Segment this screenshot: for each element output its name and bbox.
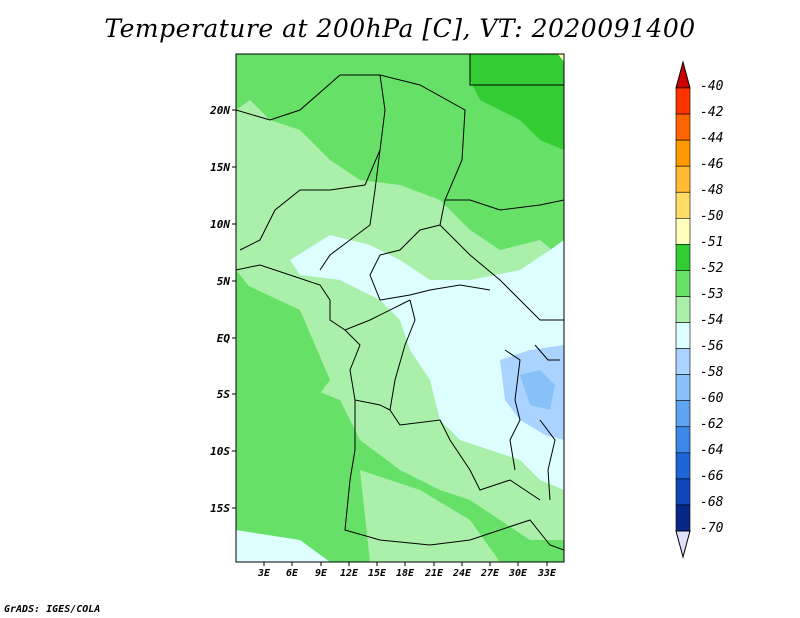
- lat-label-eq: EQ: [216, 332, 230, 345]
- lon-label-18e: 18E: [395, 568, 415, 579]
- colorbar-bottom-arrow: [675, 530, 691, 559]
- legend-label: -44: [700, 131, 724, 146]
- field-58-east: [520, 370, 555, 410]
- axis-ticks: [232, 109, 548, 566]
- colorbar-swatch: [675, 270, 691, 297]
- lat-label-20n: 20N: [210, 104, 230, 117]
- map-frame: [235, 53, 565, 563]
- field-52-west: [236, 280, 330, 440]
- lat-label-15n: 15N: [210, 161, 230, 174]
- legend-label: -50: [700, 209, 724, 224]
- lon-label-21e: 21E: [424, 568, 444, 579]
- legend-label: -40: [700, 79, 724, 94]
- colorbar-swatch: [675, 296, 691, 323]
- colorbar-swatch: [675, 217, 691, 245]
- colorbar-swatch: [675, 452, 691, 480]
- colorbar-swatch: [675, 165, 691, 193]
- lat-label-10s: 10S: [210, 445, 230, 458]
- colorbar-swatch: [675, 87, 691, 115]
- legend-label: -46: [700, 157, 724, 172]
- colorbar-swatch: [675, 322, 691, 349]
- credit-text: GrADS: IGES/COLA: [4, 604, 101, 615]
- lon-label-6e: 6E: [285, 568, 299, 579]
- field-52-south: [236, 270, 564, 562]
- colorbar-swatch: [675, 504, 691, 532]
- legend-label: -51: [700, 235, 724, 250]
- legend-label: -70: [700, 521, 724, 536]
- colorbar: [675, 60, 691, 559]
- legend-label: -53: [700, 287, 724, 302]
- legend-label: -66: [700, 469, 724, 484]
- legend-label: -68: [700, 495, 724, 510]
- country-borders: [236, 54, 564, 551]
- colorbar-swatch: [675, 400, 691, 428]
- map-title: Temperature at 200hPa [C], VT: 202009140…: [104, 14, 696, 43]
- legend-label: -62: [700, 417, 724, 432]
- legend-label: -52: [700, 261, 724, 276]
- lat-label-5n: 5N: [216, 275, 230, 288]
- legend-label: -64: [700, 443, 724, 458]
- field-52-north: [236, 54, 564, 260]
- lon-label-15e: 15E: [367, 568, 387, 579]
- colorbar-top-arrow: [675, 60, 691, 89]
- lon-label-30e: 30E: [508, 568, 528, 579]
- legend-label: -48: [700, 183, 724, 198]
- field-53-south: [360, 470, 500, 562]
- field-50-corner: [558, 54, 564, 62]
- colorbar-swatch: [675, 478, 691, 506]
- lat-label-10n: 10N: [210, 218, 230, 231]
- colorbar-swatch: [675, 139, 691, 167]
- legend-label: -42: [700, 105, 724, 120]
- lon-label-3e: 3E: [257, 568, 271, 579]
- lat-label-15s: 15S: [210, 502, 230, 515]
- colorbar-swatch: [675, 191, 691, 219]
- colorbar-swatch: [675, 348, 691, 375]
- lon-label-24e: 24E: [452, 568, 472, 579]
- field-54-central: [290, 235, 564, 490]
- colorbar-swatch: [675, 374, 691, 402]
- colorbar-swatch: [675, 113, 691, 141]
- legend-label: -54: [700, 313, 724, 328]
- legend-label: -60: [700, 391, 724, 406]
- legend-label: -58: [700, 365, 724, 380]
- field-51-northeast: [470, 54, 564, 150]
- lon-label-9e: 9E: [314, 568, 328, 579]
- lon-label-33e: 33E: [537, 568, 557, 579]
- lon-label-12e: 12E: [339, 568, 359, 579]
- temperature-field: [236, 54, 564, 562]
- legend-label: -56: [700, 339, 724, 354]
- colorbar-swatch: [675, 244, 691, 271]
- lat-label-5s: 5S: [216, 388, 230, 401]
- lon-label-27e: 27E: [480, 568, 500, 579]
- colorbar-swatch: [675, 426, 691, 454]
- field-54-southwest: [236, 530, 330, 562]
